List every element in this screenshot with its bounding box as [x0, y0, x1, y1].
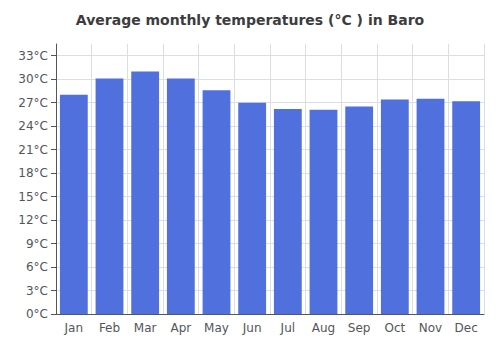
- svg-text:30°C: 30°C: [18, 72, 48, 86]
- svg-text:12°C: 12°C: [18, 213, 48, 227]
- svg-text:Dec: Dec: [455, 321, 478, 335]
- svg-text:Feb: Feb: [99, 321, 120, 335]
- svg-text:9°C: 9°C: [26, 237, 48, 251]
- svg-text:27°C: 27°C: [18, 96, 48, 110]
- svg-text:Apr: Apr: [170, 321, 191, 335]
- svg-text:May: May: [204, 321, 229, 335]
- svg-text:0°C: 0°C: [26, 307, 48, 321]
- svg-text:Mar: Mar: [134, 321, 157, 335]
- svg-text:Jul: Jul: [280, 321, 295, 335]
- svg-text:Sep: Sep: [348, 321, 371, 335]
- svg-text:3°C: 3°C: [26, 284, 48, 298]
- svg-text:Nov: Nov: [419, 321, 442, 335]
- svg-text:Aug: Aug: [312, 321, 335, 335]
- svg-text:Average monthly temperatures (: Average monthly temperatures (°C ) in Ba…: [76, 12, 425, 28]
- svg-text:18°C: 18°C: [18, 166, 48, 180]
- svg-text:21°C: 21°C: [18, 143, 48, 157]
- svg-text:Jan: Jan: [64, 321, 84, 335]
- svg-text:15°C: 15°C: [18, 190, 48, 204]
- svg-text:Jun: Jun: [242, 321, 262, 335]
- svg-text:Oct: Oct: [384, 321, 405, 335]
- svg-text:24°C: 24°C: [18, 119, 48, 133]
- svg-text:33°C: 33°C: [18, 49, 48, 63]
- svg-text:6°C: 6°C: [26, 260, 48, 274]
